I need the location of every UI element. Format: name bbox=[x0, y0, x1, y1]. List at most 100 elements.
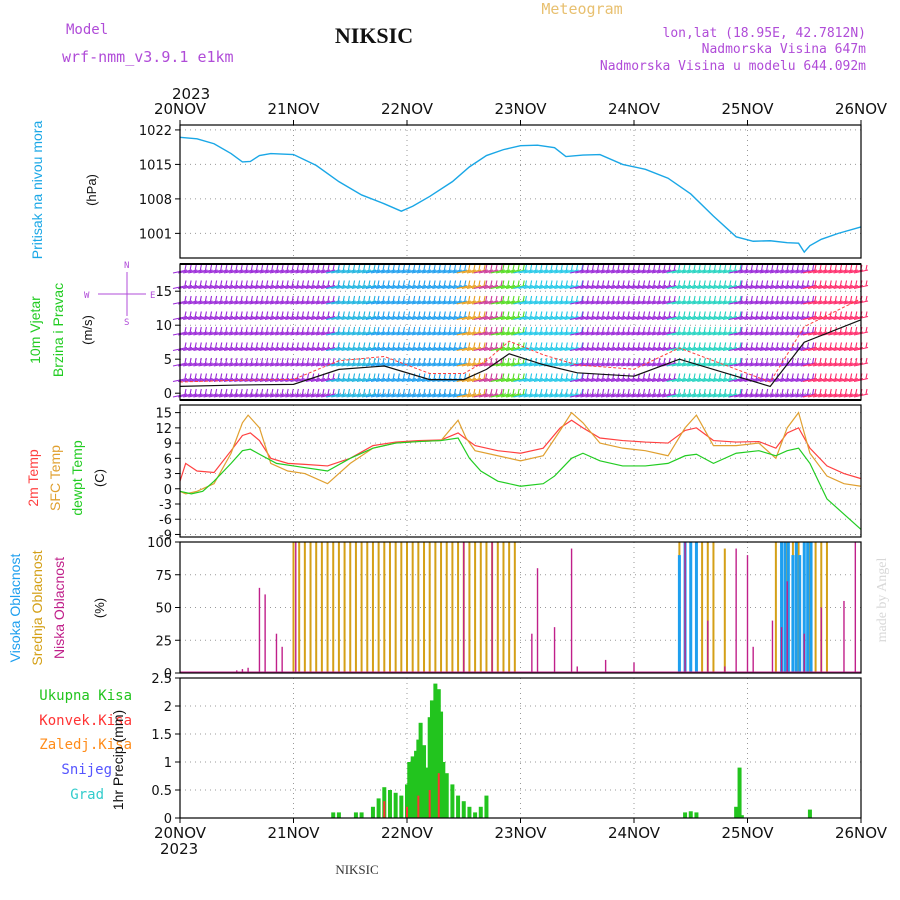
wind-barb bbox=[401, 393, 416, 398]
wind-barb bbox=[188, 284, 203, 290]
wind-barb-flag bbox=[771, 295, 774, 302]
wind-barb-flag bbox=[194, 357, 197, 364]
wind-barb bbox=[754, 393, 769, 398]
wind-barb bbox=[722, 284, 738, 290]
wind-barb-flag bbox=[377, 342, 380, 348]
mid-cloud-bar bbox=[508, 542, 511, 673]
wind-barb-flag bbox=[807, 295, 810, 302]
wind-barb bbox=[461, 300, 476, 305]
wind-barb bbox=[687, 269, 702, 274]
wind-barb bbox=[523, 284, 538, 290]
wind-barb bbox=[544, 284, 559, 290]
wind-barb bbox=[391, 284, 406, 290]
wind-barb bbox=[734, 269, 749, 274]
wind-barb-flag bbox=[464, 295, 467, 302]
wind-barb-flag bbox=[204, 342, 207, 348]
wind-barb bbox=[506, 346, 521, 352]
wind-barb-flag bbox=[507, 295, 510, 302]
wind-barb-flag bbox=[796, 373, 799, 379]
wind-barb bbox=[193, 315, 208, 321]
wind-barb bbox=[321, 284, 336, 290]
wind-barb-flag bbox=[855, 357, 858, 364]
wind-barb-flag bbox=[363, 373, 366, 379]
wind-barb bbox=[295, 346, 310, 352]
wind-barb-flag bbox=[397, 311, 400, 317]
wind-barb-flag bbox=[839, 280, 843, 286]
wind-barb bbox=[416, 269, 432, 274]
wind-barb-flag bbox=[382, 357, 385, 364]
wind-barb-flag bbox=[433, 373, 436, 379]
wind-barb bbox=[744, 300, 759, 305]
wind-barb-flag bbox=[271, 295, 274, 302]
wind-barb bbox=[473, 284, 488, 290]
wind-barb-flag bbox=[673, 295, 676, 302]
wind-barb-flag bbox=[643, 326, 646, 333]
total-precip-bar bbox=[418, 722, 423, 818]
wind-barb bbox=[264, 284, 280, 290]
wind-barb-flag bbox=[612, 295, 615, 302]
wind-barb bbox=[473, 269, 488, 274]
wind-barb-flag bbox=[597, 326, 600, 333]
wind-barb-flag bbox=[834, 357, 837, 364]
wind-barb bbox=[692, 362, 707, 367]
wind-barb-flag bbox=[368, 373, 371, 379]
wind-barb-flag bbox=[402, 295, 406, 302]
xtick-label-bottom: 25NOV bbox=[721, 824, 774, 842]
wind-barb-flag bbox=[215, 388, 218, 395]
precip-legend-snow: Snijeg bbox=[61, 762, 112, 778]
wind-barb-flag bbox=[801, 357, 804, 364]
wind-barb-flag bbox=[814, 295, 817, 302]
wind-barb bbox=[828, 362, 843, 367]
wind-barb-flag bbox=[438, 326, 441, 333]
wind-barb bbox=[234, 346, 249, 352]
wind-barb bbox=[506, 284, 521, 290]
wind-barb bbox=[239, 269, 254, 274]
wind-barb bbox=[280, 315, 295, 321]
wind-barb bbox=[346, 346, 361, 352]
wind-barb-flag bbox=[485, 342, 488, 348]
wind-barb-flag bbox=[745, 326, 748, 333]
wind-barb-flag bbox=[683, 264, 686, 271]
wind-barb-flag bbox=[570, 342, 574, 348]
wind-barb bbox=[749, 300, 764, 305]
wind-barb bbox=[600, 269, 616, 274]
wind-barb-flag bbox=[281, 342, 284, 348]
wind-barb-flag bbox=[373, 280, 376, 286]
wind-barb bbox=[386, 300, 401, 305]
wind-barb-flag bbox=[524, 295, 528, 302]
wind-barb bbox=[336, 346, 351, 352]
wind-barb-flag bbox=[276, 295, 279, 302]
wind-barb bbox=[802, 377, 818, 383]
wind-barb-flag bbox=[250, 295, 253, 302]
wind-barb bbox=[500, 269, 516, 274]
wind-barb-flag bbox=[560, 280, 563, 286]
high-cloud-bar bbox=[694, 542, 698, 673]
wind-barb bbox=[712, 377, 727, 383]
wind-barb bbox=[722, 346, 738, 352]
wind-barb-flag bbox=[468, 264, 471, 271]
mid-cloud-bar bbox=[360, 542, 363, 673]
wind-barb-flag bbox=[658, 264, 661, 271]
wind-barb bbox=[813, 284, 828, 290]
wind-barb bbox=[764, 284, 780, 290]
wind-barb bbox=[785, 377, 800, 383]
wind-barb-flag bbox=[473, 311, 476, 317]
wind-barb bbox=[213, 300, 228, 305]
wind-barb bbox=[828, 284, 843, 290]
wind-barb bbox=[759, 362, 774, 367]
wind-barb-flag bbox=[781, 326, 784, 333]
wind-barb-flag bbox=[591, 311, 595, 317]
wind-barb-flag bbox=[688, 326, 691, 333]
wind-barb-flag bbox=[637, 264, 640, 271]
wind-barb bbox=[616, 315, 631, 321]
wind-barb bbox=[321, 269, 336, 274]
wind-barb bbox=[315, 377, 331, 383]
wind-barb-flag bbox=[812, 357, 815, 364]
wind-barb bbox=[564, 284, 579, 290]
wind-barb bbox=[775, 377, 790, 383]
wind-barb-flag bbox=[353, 295, 356, 302]
wind-barb bbox=[381, 346, 396, 352]
wind-barb-flag bbox=[834, 342, 837, 348]
wind-barb bbox=[351, 300, 366, 305]
wind-barb bbox=[478, 269, 493, 274]
